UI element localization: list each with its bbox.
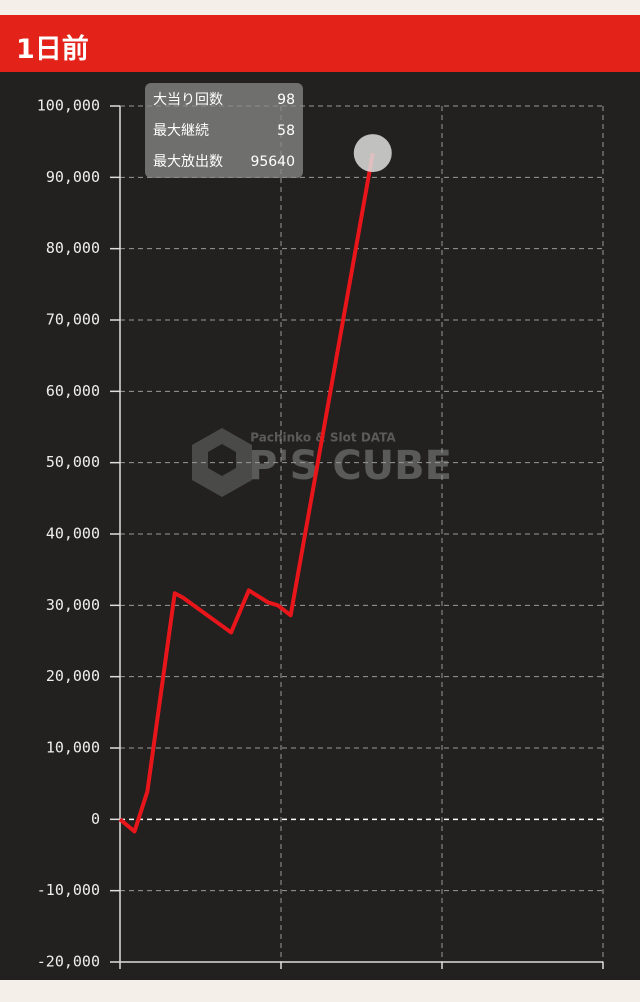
y-tick-label: 0 [91,810,100,828]
y-tick-label: 40,000 [46,525,100,543]
y-tick-label: -20,000 [37,953,100,971]
stats-box [145,83,303,178]
y-tick-label: 90,000 [46,168,100,186]
y-tick-label: 50,000 [46,453,100,471]
y-tick-label: 80,000 [46,239,100,257]
chart-background [0,72,640,980]
y-tick-label: 60,000 [46,382,100,400]
header-title: 1日前 [16,34,89,65]
y-tick-label: 10,000 [46,739,100,757]
y-tick-label: 20,000 [46,667,100,685]
watermark-brand: P'S CUBE [248,443,452,489]
y-tick-label: 100,000 [37,97,100,115]
stat-value: 58 [277,123,295,139]
stat-label: 大当り回数 [153,92,223,108]
watermark-logo [192,428,252,497]
y-tick-label: 70,000 [46,311,100,329]
line [118,152,375,834]
stat-value: 95640 [250,154,295,170]
y-tick-label: -10,000 [37,881,100,899]
end-marker [353,134,392,173]
stat-label: 最大放出数 [153,154,223,170]
header: 1日前 [0,15,640,72]
stat-label: 最大継続 [153,122,209,139]
y-tick-label: 30,000 [46,596,100,614]
stat-value: 98 [277,92,295,108]
